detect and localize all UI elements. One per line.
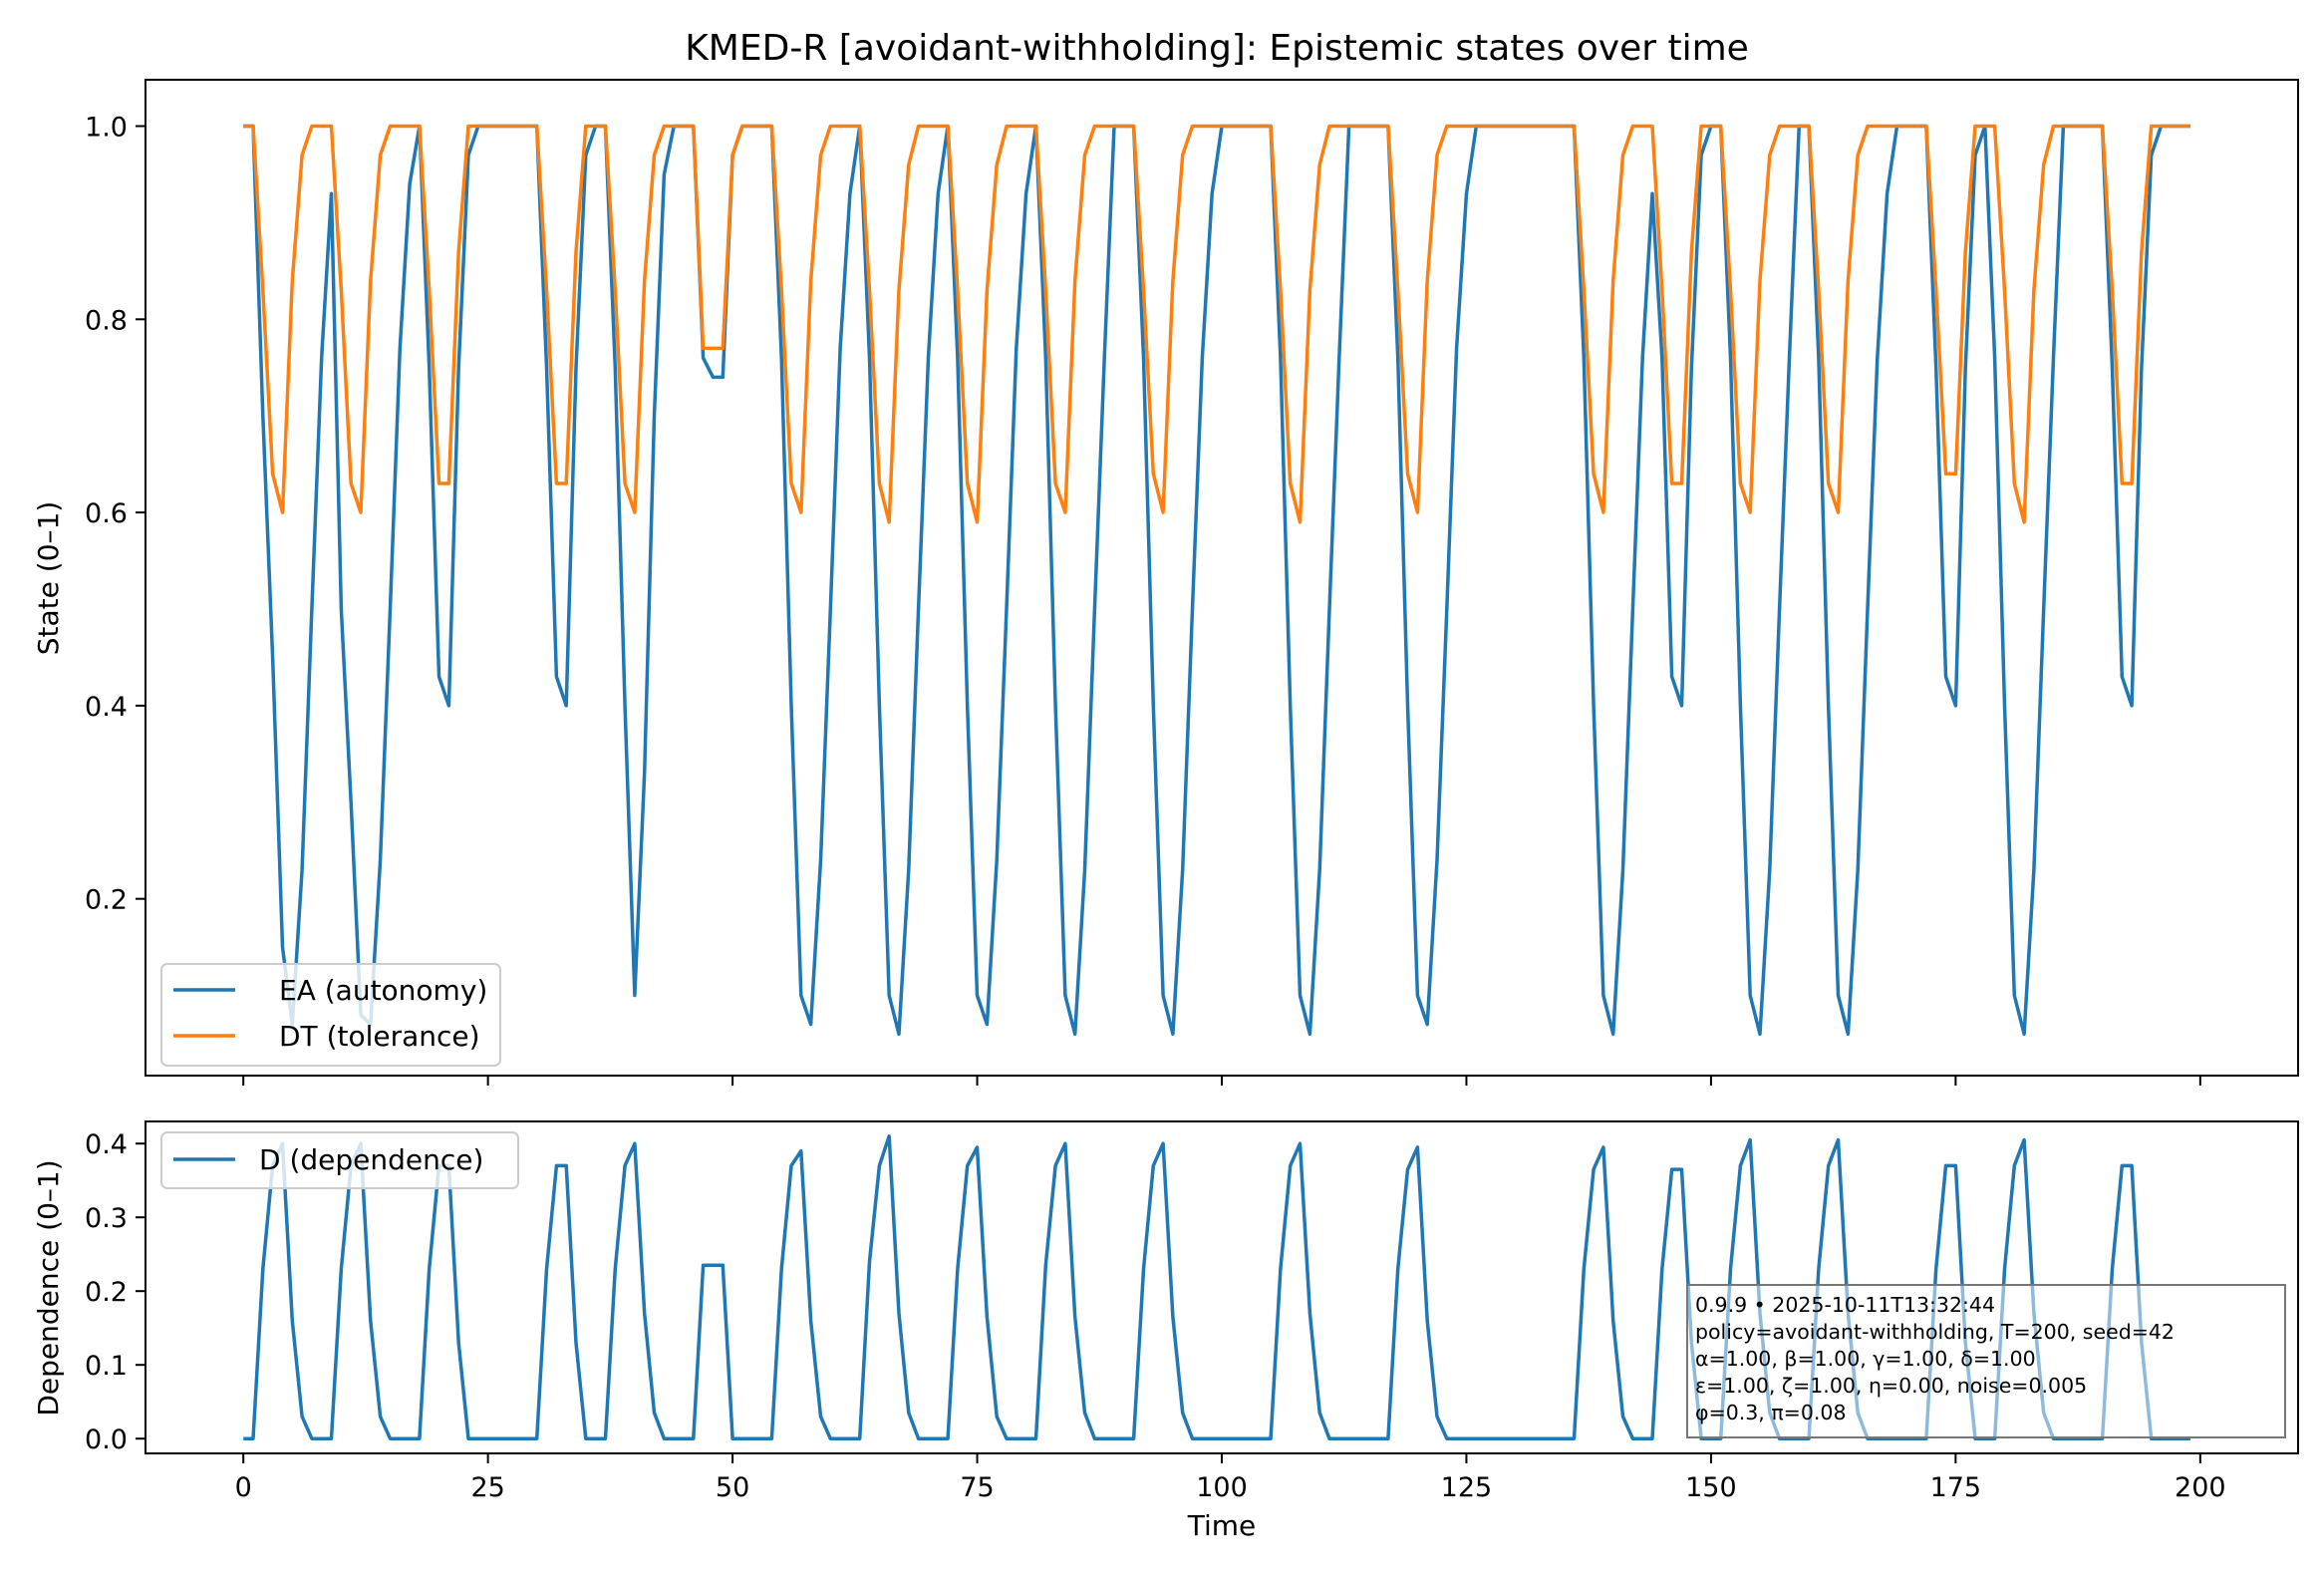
top-legend-frame [160, 963, 501, 1067]
bottom-legend: D (dependence) [160, 1131, 519, 1189]
top-y-axis-label: State (0–1) [32, 501, 65, 656]
top-axes-frame [145, 79, 2299, 1077]
bottom-legend-frame [160, 1131, 519, 1189]
top-y-ticks: 0.2 0.4 0.6 0.8 1.0 [85, 113, 145, 916]
series-line-d [243, 1134, 2190, 1440]
metadata-line-params-3: φ=0.3, π=0.08 [1695, 1401, 1847, 1424]
x-tick-label: 0 [235, 1472, 252, 1503]
bottom-y-ticks: 0.0 0.1 0.2 0.3 0.4 [85, 1129, 145, 1455]
bottom-axes-frame [145, 1120, 2299, 1454]
metadata-box-frame [1686, 1284, 2286, 1438]
bottom-x-ticks: 0 25 50 75 100 125 150 175 200 [235, 1453, 2226, 1503]
top-y-tick-label: 0.2 [85, 885, 128, 916]
x-tick-label: 75 [960, 1472, 994, 1503]
top-y-tick-label: 0.4 [85, 692, 128, 723]
top-legend: EA (autonomy) DT (tolerance) [160, 963, 501, 1067]
top-x-tickmarks [242, 1076, 2201, 1086]
bottom-y-axis-label: Dependence (0–1) [32, 1159, 65, 1416]
metadata-line-params-1: α=1.00, β=1.00, γ=1.00, δ=1.00 [1695, 1347, 2036, 1371]
metadata-line-params-2: ε=1.00, ζ=1.00, η=0.00, noise=0.005 [1695, 1374, 2087, 1398]
legend-label-ea: EA (autonomy) [279, 974, 487, 1007]
legend-label-d: D (dependence) [259, 1143, 483, 1176]
top-y-tick-label: 0.6 [85, 498, 128, 529]
series-line-dt [243, 124, 2190, 524]
bottom-y-tick-label: 0.4 [85, 1129, 128, 1160]
x-axis-label: Time [1187, 1509, 1257, 1542]
top-series-lines [243, 124, 2190, 1037]
metadata-line-policy: policy=avoidant-withholding, T=200, seed… [1695, 1320, 2175, 1344]
bottom-y-tick-label: 0.0 [85, 1424, 128, 1455]
legend-label-dt: DT (tolerance) [279, 1020, 480, 1053]
x-tick-label: 175 [1930, 1472, 1982, 1503]
bottom-panel: 0.0 0.1 0.2 0.3 0.4 0 25 50 75 100 125 150 175 200 D… [32, 1120, 2299, 1542]
top-y-tick-label: 1.0 [85, 113, 128, 144]
metadata-line-version: 0.9.9 • 2025-10-11T13:32:44 [1695, 1293, 1995, 1317]
x-tick-label: 200 [2175, 1472, 2226, 1503]
metadata-box: 0.9.9 • 2025-10-11T13:32:44 policy=avoid… [1686, 1284, 2286, 1438]
top-y-tick-label: 0.8 [85, 305, 128, 336]
bottom-y-tick-label: 0.2 [85, 1277, 128, 1308]
bottom-y-tick-label: 0.3 [85, 1203, 128, 1234]
series-line-ea [243, 124, 2190, 1037]
chart-title: KMED-R [avoidant-withholding]: Epistemic… [685, 28, 1749, 69]
x-tick-label: 125 [1441, 1472, 1493, 1503]
x-tick-label: 150 [1685, 1472, 1737, 1503]
x-tick-label: 25 [470, 1472, 504, 1503]
x-tick-label: 50 [716, 1472, 749, 1503]
x-tick-label: 100 [1196, 1472, 1248, 1503]
bottom-series-lines [243, 1134, 2190, 1440]
bottom-y-tick-label: 0.1 [85, 1351, 128, 1382]
top-panel: 0.2 0.4 0.6 0.8 1.0 State (0–1) EA (autonomy… [32, 79, 2299, 1086]
